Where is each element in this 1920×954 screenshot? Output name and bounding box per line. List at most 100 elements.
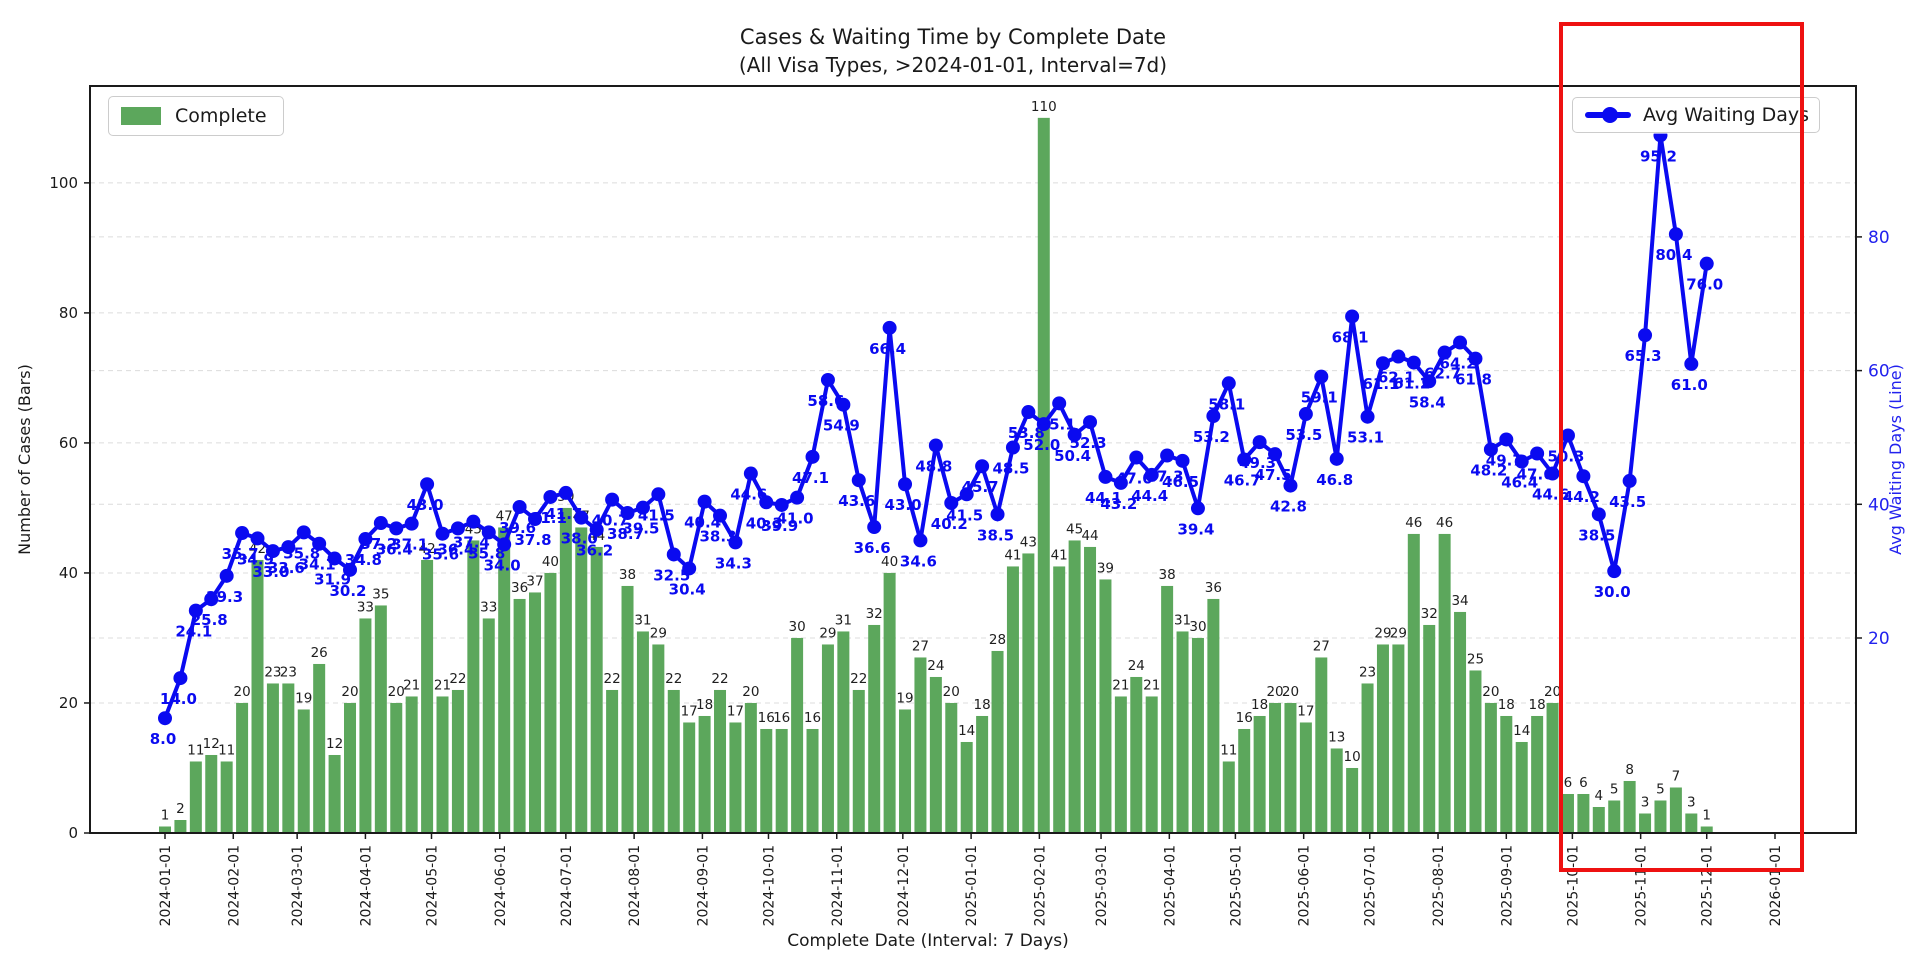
line-value-label: 41.7 — [545, 505, 582, 523]
line-point — [528, 512, 543, 527]
line-value-label: 38.7 — [607, 525, 644, 543]
line-point — [327, 551, 342, 566]
x-tick-label: 2025-07-01 — [1363, 845, 1379, 926]
bar-value-label: 21 — [1112, 677, 1129, 693]
line-point — [1190, 501, 1205, 516]
bar — [760, 728, 773, 833]
line-value-label: 80.4 — [1655, 246, 1692, 264]
line-point — [1036, 417, 1051, 432]
line-point — [312, 536, 327, 551]
line-point — [882, 320, 897, 335]
line-point — [1560, 428, 1575, 443]
line-point — [158, 711, 172, 726]
line-point — [867, 520, 882, 535]
bar — [297, 709, 310, 833]
bar-value-label: 14 — [958, 723, 975, 739]
bar — [405, 696, 418, 833]
bar-value-label: 20 — [341, 684, 358, 700]
bar — [529, 592, 542, 833]
bar-value-label: 22 — [711, 671, 728, 687]
bar-value-label: 20 — [388, 684, 405, 700]
bar — [374, 605, 387, 833]
x-tick-label: 2024-02-01 — [226, 845, 242, 926]
bar — [1207, 598, 1220, 833]
x-tick-label: 2024-07-01 — [559, 845, 575, 926]
line-point — [1607, 564, 1622, 579]
bar — [328, 754, 341, 833]
bar — [1099, 579, 1112, 833]
bar-value-label: 43 — [1020, 534, 1037, 550]
bar-value-label: 3 — [1641, 794, 1650, 810]
bar-value-label: 5 — [1656, 781, 1665, 797]
line-value-label: 44.6 — [730, 486, 767, 504]
bar — [1130, 676, 1143, 833]
x-axis-title: Complete Date (Interval: 7 Days) — [787, 931, 1069, 951]
line-value-label: 36.4 — [437, 540, 474, 558]
line-value-label: 43.6 — [838, 492, 875, 510]
y-left-tick-label: 40 — [59, 564, 78, 582]
line-value-label: 48.5 — [992, 459, 1029, 477]
line-value-label: 64.2 — [1440, 355, 1477, 373]
line-point — [1406, 355, 1421, 370]
bar — [1700, 826, 1713, 833]
bar — [1454, 611, 1467, 833]
line-point — [512, 499, 527, 514]
line-point — [173, 671, 188, 686]
line-point — [343, 562, 358, 577]
bar — [482, 618, 495, 833]
bar — [806, 728, 819, 833]
bar-value-label: 42 — [418, 541, 435, 557]
bar — [1037, 117, 1050, 834]
line-value-label: 35.7 — [222, 545, 259, 563]
line-value-label: 62.1 — [1378, 369, 1415, 387]
x-tick-label: 2025-10-01 — [1565, 845, 1581, 926]
line-point — [1160, 448, 1175, 463]
y-left-tick-label: 0 — [68, 824, 78, 842]
bar-value-label: 17 — [1297, 703, 1314, 719]
x-tick-label: 2024-11-01 — [830, 845, 846, 926]
line-point — [682, 561, 697, 576]
bar-value-label: 13 — [1328, 729, 1345, 745]
line-value-label: 49.3 — [1239, 454, 1276, 472]
line-value-label: 32.5 — [653, 566, 690, 584]
line-point — [1422, 374, 1437, 389]
bar-value-label: 18 — [696, 697, 713, 713]
bar — [313, 663, 326, 833]
bar — [667, 689, 680, 833]
line-point — [1684, 356, 1699, 371]
bar-value-label: 31 — [634, 612, 651, 628]
line-point — [1345, 309, 1360, 324]
line-point — [1530, 446, 1545, 461]
line-value-label: 58.1 — [1208, 395, 1245, 413]
line-value-label: 37.8 — [515, 531, 552, 549]
line-point — [1129, 450, 1144, 465]
line-point — [296, 525, 311, 540]
bar-value-label: 5 — [1610, 781, 1619, 797]
bar-value-label: 24 — [927, 658, 944, 674]
bar — [652, 644, 665, 833]
bar-value-label: 7 — [1672, 768, 1681, 784]
bar — [436, 696, 449, 833]
legend-complete-label: Complete — [175, 105, 267, 127]
y-right-tick-label: 40 — [1868, 495, 1890, 515]
line-value-label: 68.1 — [1332, 328, 1369, 346]
line-point — [497, 537, 512, 552]
line-point — [898, 477, 913, 492]
x-tick-label: 2025-09-01 — [1499, 845, 1515, 926]
bar-value-label: 36 — [1205, 580, 1222, 596]
line-point — [975, 459, 990, 474]
line-point — [1453, 335, 1468, 350]
line-point — [728, 535, 743, 550]
bar-value-label: 18 — [1498, 697, 1515, 713]
x-tick-label: 2024-03-01 — [290, 845, 306, 926]
line-value-label: 34.6 — [900, 552, 937, 570]
bar-value-label: 20 — [742, 684, 759, 700]
bar — [1561, 793, 1574, 833]
line-value-label: 40.4 — [684, 514, 721, 532]
bar-value-label: 21 — [1143, 677, 1160, 693]
x-tick-label: 2024-04-01 — [358, 845, 374, 926]
line-point — [1329, 451, 1344, 466]
line-point — [1005, 440, 1020, 455]
bar — [991, 650, 1004, 833]
bar — [282, 683, 295, 833]
